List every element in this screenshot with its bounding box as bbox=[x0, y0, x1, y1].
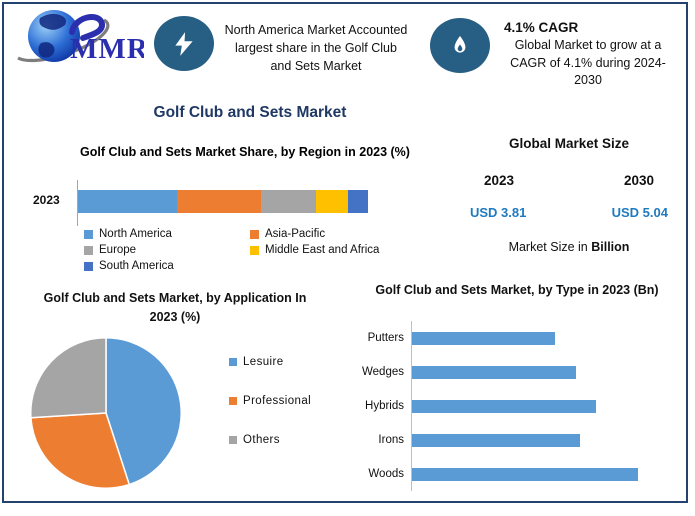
application-legend-item-lesuire: Lesuire bbox=[229, 356, 311, 368]
mmr-logo: MMR bbox=[12, 8, 148, 70]
type-bar-hybrids bbox=[412, 399, 597, 413]
pie-slice-lesuire bbox=[105, 337, 182, 486]
cagr-title: 4.1% CAGR bbox=[504, 20, 579, 35]
type-bar-area bbox=[411, 457, 654, 491]
region-legend-item-south-america: South America bbox=[84, 260, 250, 272]
type-category-label: Wedges bbox=[362, 366, 404, 378]
cagr-text: Global Market to grow at a CAGR of 4.1% … bbox=[510, 38, 666, 87]
legend-marker bbox=[84, 229, 93, 239]
application-chart-title: Golf Club and Sets Market, by Applicatio… bbox=[43, 291, 307, 324]
region-legend-item-asia-pacific: Asia-Pacific bbox=[250, 228, 419, 240]
globe-logo-graphic: MMR bbox=[17, 10, 148, 65]
note-prefix: Market Size in bbox=[508, 240, 592, 254]
type-chart-row-irons: Irons bbox=[352, 423, 662, 457]
type-bar-area bbox=[411, 423, 654, 457]
type-chart-row-woods: Woods bbox=[352, 457, 662, 491]
type-chart-row-hybrids: Hybrids bbox=[352, 389, 662, 423]
pie-slice-professional bbox=[30, 412, 131, 489]
legend-marker bbox=[84, 261, 93, 271]
region-chart: 2023 bbox=[33, 180, 393, 226]
market-size-title: Global Market Size bbox=[508, 136, 630, 151]
legend-label: Lesuire bbox=[243, 356, 284, 368]
application-legend-item-professional: Professional bbox=[229, 395, 311, 407]
region-segment-north-america bbox=[78, 190, 177, 213]
page-title: Golf Club and Sets Market bbox=[153, 104, 347, 121]
flame-icon-circle bbox=[430, 18, 490, 73]
legend-marker bbox=[250, 229, 259, 239]
type-bar-area bbox=[411, 355, 654, 389]
region-segment-asia-pacific bbox=[176, 190, 261, 213]
legend-label: South America bbox=[99, 260, 174, 272]
lightning-icon-circle bbox=[154, 16, 214, 71]
type-chart-row-putters: Putters bbox=[352, 321, 662, 355]
type-bar-wedges bbox=[412, 365, 576, 379]
globe-continent bbox=[39, 13, 66, 30]
region-legend: North America Asia-Pacific Europe Middle Ea… bbox=[84, 228, 419, 272]
market-size-years: 2023 2030 bbox=[452, 173, 686, 188]
type-category-label: Putters bbox=[367, 332, 404, 344]
application-legend-item-others: Others bbox=[229, 434, 311, 446]
region-segment-europe bbox=[260, 190, 316, 213]
region-legend-item-middle-east-and-africa: Middle East and Africa bbox=[250, 244, 419, 256]
logo-swoosh bbox=[17, 18, 110, 63]
brand-name: MMR bbox=[70, 33, 144, 65]
value-end: USD 5.04 bbox=[611, 205, 668, 220]
market-size-values: USD 3.81 USD 5.04 bbox=[452, 205, 686, 220]
type-chart-row-wedges: Wedges bbox=[352, 355, 662, 389]
legend-marker bbox=[229, 397, 237, 405]
legend-marker bbox=[229, 436, 237, 444]
type-category-label: Woods bbox=[368, 468, 404, 480]
year-start: 2023 bbox=[484, 173, 515, 188]
type-bar-woods bbox=[412, 467, 638, 481]
legend-marker bbox=[84, 245, 93, 255]
legend-label: Europe bbox=[99, 244, 137, 256]
region-segment-middle-east-and-africa bbox=[315, 190, 348, 213]
type-bar-area bbox=[411, 321, 654, 355]
year-end: 2030 bbox=[623, 173, 654, 188]
legend-label: Asia-Pacific bbox=[265, 228, 326, 240]
region-axis-line bbox=[77, 180, 78, 226]
region-chart-title: Golf Club and Sets Market Share, by Regi… bbox=[80, 145, 410, 159]
legend-label: North America bbox=[99, 228, 172, 240]
region-segment-south-america bbox=[347, 190, 368, 213]
legend-marker bbox=[229, 358, 237, 366]
region-stacked-bar bbox=[78, 190, 368, 213]
region-axis-label: 2023 bbox=[33, 193, 60, 207]
market-size-note: Market Size in Billion bbox=[452, 240, 686, 254]
globe-continent bbox=[38, 42, 55, 58]
pie-slice-others bbox=[30, 337, 107, 419]
flame-icon bbox=[454, 35, 466, 53]
type-chart-title: Golf Club and Sets Market, by Type in 20… bbox=[375, 283, 659, 297]
type-bar-area bbox=[411, 389, 654, 423]
market-size-panel: Global Market Size 2023 2030 USD 3.81 US… bbox=[452, 136, 686, 254]
lightning-icon bbox=[175, 31, 193, 56]
legend-marker bbox=[250, 245, 259, 255]
type-bar-putters bbox=[412, 331, 555, 345]
application-pie bbox=[30, 337, 182, 489]
region-legend-item-europe: Europe bbox=[84, 244, 250, 256]
region-legend-item-north-america: North America bbox=[84, 228, 250, 240]
type-chart: Putters Wedges Hybrids Irons Woods bbox=[352, 321, 662, 491]
type-category-label: Hybrids bbox=[365, 400, 404, 412]
header-cagr-body: 4.1% CAGR Global Market to grow at a CAG… bbox=[500, 18, 676, 90]
legend-label: Middle East and Africa bbox=[265, 244, 380, 256]
header-highlight-share: North America Market Accounted largest s… bbox=[154, 16, 408, 75]
header-highlight-cagr: 4.1% CAGR Global Market to grow at a CAG… bbox=[430, 18, 676, 90]
logo-swirl bbox=[69, 14, 105, 41]
header-share-text: North America Market Accounted largest s… bbox=[224, 23, 408, 74]
type-category-label: Irons bbox=[378, 434, 404, 446]
legend-label: Others bbox=[243, 434, 280, 446]
type-bar-irons bbox=[412, 433, 581, 447]
legend-label: Professional bbox=[243, 395, 312, 407]
value-start: USD 3.81 bbox=[470, 205, 527, 220]
application-legend: Lesuire Professional Others bbox=[229, 356, 311, 446]
note-unit: Billion bbox=[591, 240, 630, 254]
